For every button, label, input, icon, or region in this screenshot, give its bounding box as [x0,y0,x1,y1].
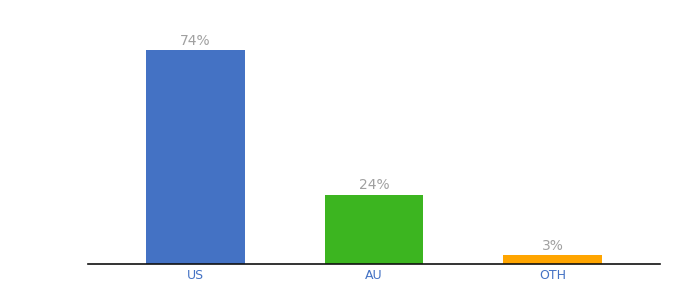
Text: 24%: 24% [358,178,390,192]
Text: 74%: 74% [180,34,211,48]
Bar [146,50,245,264]
Bar [503,255,602,264]
Text: 3%: 3% [541,239,564,253]
Bar [325,195,423,264]
